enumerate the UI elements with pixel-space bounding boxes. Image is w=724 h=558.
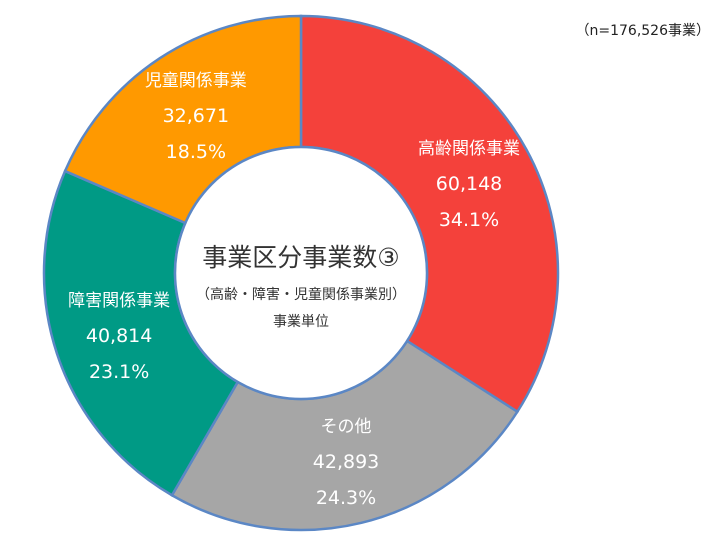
slice-label-1: その他	[321, 417, 372, 437]
chart-subtitle: （高齢・障害・児童関係事業別）	[196, 286, 406, 303]
chart-unit-label: 事業単位	[273, 314, 329, 330]
slice-percent-3: 18.5%	[166, 141, 226, 163]
slice-percent-1: 24.3%	[316, 487, 376, 509]
slice-value-3: 32,671	[163, 105, 229, 127]
slice-label-3: 児童関係事業	[145, 71, 247, 91]
slice-value-1: 42,893	[313, 451, 379, 473]
sample-size-note: （n=176,526事業）	[575, 23, 711, 39]
donut-hole	[173, 145, 429, 401]
chart-title: 事業区分事業数③	[202, 243, 399, 272]
slice-percent-2: 23.1%	[89, 361, 149, 383]
slice-percent-0: 34.1%	[439, 209, 499, 231]
slice-label-0: 高齢関係事業	[418, 139, 520, 159]
slice-value-2: 40,814	[86, 325, 152, 347]
slice-label-2: 障害関係事業	[68, 291, 170, 311]
slice-value-0: 60,148	[436, 173, 502, 195]
